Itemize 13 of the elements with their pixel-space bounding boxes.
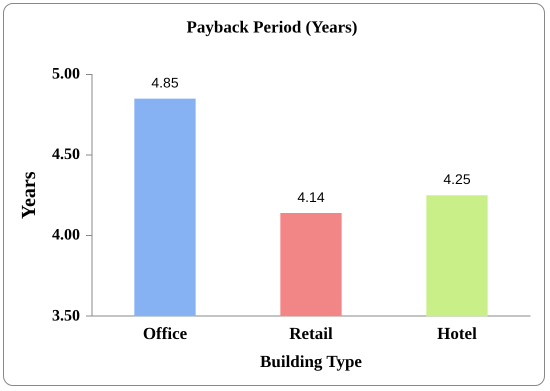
x-axis-title: Building Type [260, 352, 362, 372]
y-tick-label: 3.50 [52, 307, 80, 324]
y-tick-label: 4.00 [52, 226, 80, 244]
y-axis-title: Years [18, 171, 40, 220]
data-label: 4.14 [297, 188, 325, 205]
x-tick-label: Office [142, 324, 188, 343]
y-tick-label: 5.00 [52, 66, 80, 83]
data-label: 4.85 [151, 74, 179, 90]
x-tick-label: Hotel [437, 324, 478, 343]
y-tick-label: 4.50 [52, 146, 80, 164]
chart-title: Payback Period (Years) [186, 18, 358, 37]
data-label: 4.25 [443, 171, 471, 188]
x-tick-label: Retail [289, 324, 333, 343]
